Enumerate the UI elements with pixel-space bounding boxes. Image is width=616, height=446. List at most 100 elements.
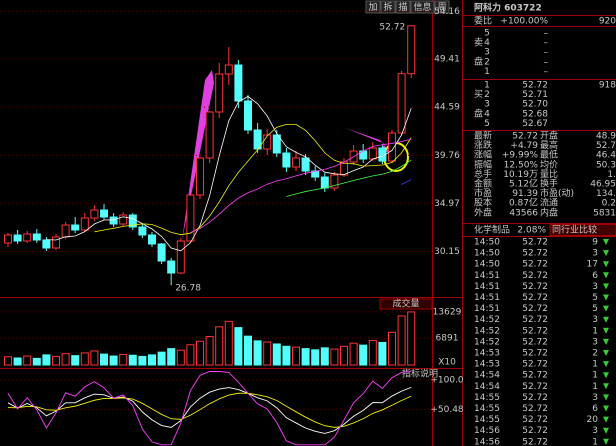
volume-bar	[196, 340, 204, 366]
candle-body	[368, 147, 377, 160]
tick-time: 14:52	[474, 337, 500, 347]
side-label: 盘	[474, 107, 483, 119]
down-arrow	[603, 438, 609, 445]
volume-bar	[32, 357, 41, 366]
candle-body	[61, 224, 70, 238]
volume-bar	[330, 348, 339, 366]
toolbar-button[interactable]	[395, 0, 411, 14]
candle-body	[244, 100, 252, 131]
order-price: –	[544, 48, 549, 58]
toolbar-button[interactable]	[434, 0, 450, 14]
toolbar-label[interactable]: 加	[368, 2, 377, 13]
toolbar-button[interactable]	[410, 0, 435, 14]
tick-time: 14:51	[474, 282, 500, 292]
high-price-label: 52.72	[379, 22, 405, 32]
tick-volume: 1	[592, 382, 598, 392]
stat-label: 开盘	[540, 130, 558, 142]
weibi-1: +100.00%	[500, 17, 548, 27]
order-price: –	[544, 67, 549, 77]
candle-body	[301, 157, 310, 172]
candle-body	[71, 224, 80, 231]
order-level: 3	[484, 100, 490, 110]
stat-label: 市盈	[474, 187, 492, 199]
stat-value: 12.50%	[504, 160, 539, 170]
tick-price: 52.72	[522, 282, 548, 292]
volume-bar	[148, 354, 156, 366]
volume-bar	[167, 348, 176, 366]
tick-time: 14:56	[474, 437, 500, 446]
order-price: 52.67	[522, 119, 548, 129]
compare-label[interactable]: 同行业比较	[552, 224, 597, 236]
toolbar-button[interactable]	[380, 0, 396, 14]
candle-body	[109, 216, 118, 225]
tick-time: 14:55	[474, 415, 500, 425]
candle-body	[80, 217, 89, 231]
down-arrow	[603, 261, 609, 268]
stat-label: 振幅	[474, 158, 492, 170]
candle-body	[100, 209, 108, 218]
candle-body	[90, 209, 99, 219]
price-tick-label: 34.97	[434, 199, 460, 209]
tick-volume: 6	[592, 271, 598, 281]
down-arrow	[603, 427, 609, 434]
volume-bar	[282, 345, 291, 366]
volume-bar	[263, 341, 272, 366]
candle-body	[186, 194, 195, 242]
price-tick-label: 30.15	[434, 247, 460, 257]
toolbar-button[interactable]	[365, 0, 381, 14]
volume-bar	[52, 355, 60, 366]
down-arrow	[603, 272, 609, 279]
down-arrow	[603, 250, 609, 257]
tick-time: 14:50	[474, 249, 500, 259]
volume-bar	[71, 355, 80, 366]
indicator-line	[7, 386, 412, 434]
stat-label: 最高	[540, 139, 558, 151]
volume-bar	[368, 339, 377, 366]
stat-value: +9.99%	[502, 151, 539, 161]
weibi-2: 920	[599, 17, 616, 27]
candle-body	[196, 157, 204, 196]
candle-body	[138, 226, 147, 236]
stat-value: 91.39	[512, 189, 538, 199]
toolbar-label[interactable]: 周	[437, 2, 446, 13]
indicator-line	[7, 371, 412, 446]
volume-bar	[4, 356, 12, 366]
compare-button[interactable]	[549, 224, 616, 236]
candle-body	[42, 239, 51, 249]
price-tick-label: 44.59	[434, 103, 460, 113]
volume-bar	[359, 344, 368, 366]
order-level: 5	[484, 119, 490, 129]
ma-line	[286, 159, 412, 197]
candle-body	[167, 260, 176, 274]
candle-body	[292, 157, 300, 168]
ma-line	[94, 124, 412, 236]
stat-label: 涨幅	[474, 149, 492, 161]
stat-value: 0.87亿	[509, 197, 538, 209]
tick-volume: 3	[592, 337, 598, 347]
toolbar-label[interactable]: 描	[398, 1, 407, 13]
tick-price: 52.72	[522, 304, 548, 314]
stat-label: 金额	[474, 178, 492, 190]
stat-value: 0.2	[602, 199, 616, 209]
stat-label: 最低	[540, 149, 558, 161]
price-tick-label: 54.16	[434, 7, 460, 17]
volume-bar	[90, 350, 99, 366]
order-level: 5	[484, 29, 490, 39]
stat-value: 46.95	[590, 180, 616, 190]
indicator-tick-label: +50.48	[430, 405, 464, 415]
volume-bar	[23, 355, 32, 366]
tick-volume: 1	[592, 437, 598, 446]
volume-bar	[215, 326, 224, 366]
order-level: 2	[484, 90, 490, 100]
industry-change: 2.08%	[517, 226, 546, 236]
tick-price: 52.72	[522, 249, 548, 259]
volume-bar	[119, 353, 128, 366]
toolbar-label[interactable]: 信息	[413, 1, 431, 13]
candle-body	[176, 240, 185, 274]
tick-volume: 6	[592, 404, 598, 414]
down-arrow	[603, 294, 609, 301]
ma-line	[46, 95, 412, 252]
toolbar-label[interactable]: 拆	[383, 1, 392, 13]
indicator-title[interactable]: 指标说明	[402, 368, 438, 380]
